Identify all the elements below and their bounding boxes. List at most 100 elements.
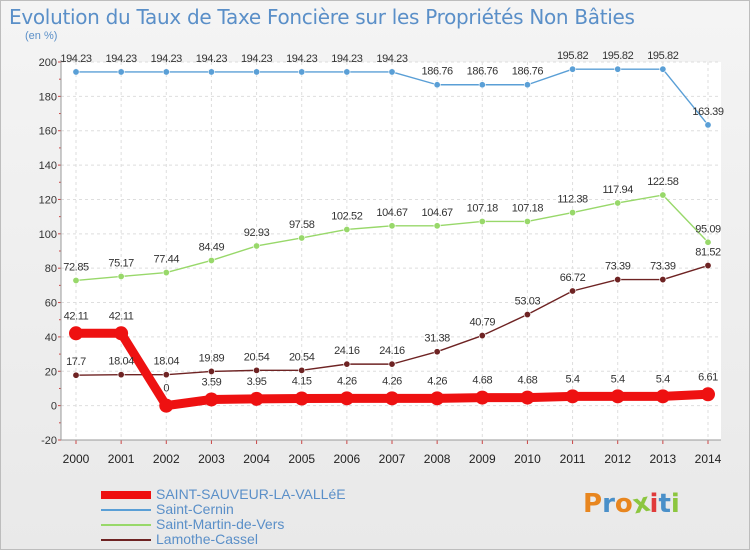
data-point bbox=[569, 287, 577, 295]
data-point bbox=[253, 242, 261, 250]
data-point bbox=[253, 68, 261, 76]
data-point bbox=[72, 276, 80, 284]
legend-label-lamothe-cassel: Lamothe-Cassel bbox=[156, 531, 258, 547]
data-point bbox=[614, 276, 622, 284]
legend-label-saint-sauveur: SAINT-SAUVEUR-LA-VALLéE bbox=[156, 486, 346, 502]
data-point bbox=[475, 390, 490, 405]
data-point bbox=[249, 391, 264, 406]
data-point bbox=[385, 391, 399, 406]
data-point bbox=[343, 360, 351, 368]
data-point bbox=[204, 392, 219, 407]
data-point bbox=[207, 367, 215, 375]
data-label: 31.38 bbox=[424, 333, 450, 345]
data-point bbox=[659, 276, 667, 284]
data-point bbox=[569, 65, 577, 73]
data-label: 5.4 bbox=[656, 373, 670, 385]
data-label: 92.93 bbox=[244, 227, 270, 239]
data-label: 163.39 bbox=[692, 106, 724, 118]
data-label: 186.76 bbox=[422, 66, 454, 78]
data-point bbox=[659, 191, 667, 199]
data-label: 53.03 bbox=[515, 296, 541, 308]
data-label: 194.23 bbox=[60, 53, 92, 65]
data-point bbox=[430, 391, 445, 406]
data-point bbox=[298, 234, 306, 242]
y-tick-label: 200 bbox=[39, 57, 57, 69]
data-point bbox=[478, 217, 486, 225]
x-tick-label: 2005 bbox=[288, 452, 315, 466]
data-point bbox=[207, 68, 215, 76]
y-tick-label: 60 bbox=[45, 298, 57, 310]
data-label: 4.26 bbox=[382, 375, 402, 387]
data-point bbox=[343, 68, 351, 76]
logo-letter: t bbox=[658, 489, 671, 519]
data-label: 77.44 bbox=[154, 254, 180, 266]
legend-item-lamothe-cassel: Lamothe-Cassel bbox=[101, 531, 401, 548]
data-point bbox=[610, 389, 625, 404]
grid bbox=[61, 61, 721, 441]
y-tick-label: 100 bbox=[39, 229, 57, 241]
data-label: 195.82 bbox=[602, 50, 634, 62]
data-label: 195.82 bbox=[557, 50, 589, 62]
data-label: 18.04 bbox=[108, 356, 134, 368]
y-tick-label: 140 bbox=[39, 160, 57, 172]
data-label: 194.23 bbox=[286, 53, 318, 65]
data-label: 104.67 bbox=[422, 207, 454, 219]
data-point bbox=[162, 371, 170, 379]
data-point bbox=[294, 391, 309, 406]
data-point bbox=[704, 238, 712, 246]
data-label: 194.23 bbox=[331, 53, 363, 65]
data-point bbox=[433, 222, 441, 230]
data-point bbox=[478, 332, 486, 340]
logo-letter: i bbox=[649, 489, 659, 519]
data-label: 20.54 bbox=[244, 351, 270, 363]
data-point bbox=[159, 398, 174, 413]
x-tick-label: 2003 bbox=[198, 452, 225, 466]
data-point bbox=[565, 389, 580, 404]
data-point bbox=[72, 68, 80, 76]
data-label: 4.26 bbox=[337, 375, 357, 387]
data-point bbox=[69, 326, 83, 341]
data-label: 72.85 bbox=[63, 261, 89, 273]
legend-swatch-saint-cernin bbox=[101, 509, 151, 511]
y-tick-label: 160 bbox=[39, 126, 57, 138]
x-tick-label: 2011 bbox=[560, 452, 586, 466]
axes: -20 0 20 40 60 80 100 120 140 160 180 200 2000 2001 20… bbox=[39, 57, 722, 466]
y-tick-label: -20 bbox=[41, 435, 57, 447]
data-label: 24.16 bbox=[334, 345, 360, 357]
data-label: 3.95 bbox=[247, 376, 267, 388]
x-tick-label: 2006 bbox=[334, 452, 361, 466]
data-label: 75.17 bbox=[108, 257, 134, 269]
data-point bbox=[614, 199, 622, 207]
logo-letter: i bbox=[670, 489, 680, 519]
data-label: 186.76 bbox=[512, 66, 544, 78]
data-label: 24.16 bbox=[379, 345, 405, 357]
unit-label: (en %) bbox=[25, 30, 58, 42]
y-tick-label: 20 bbox=[45, 366, 57, 378]
data-labels: 42.11 42.11 0 3.59 3.95 4.15 4.26 4.26 4.26 4.68 4… bbox=[60, 50, 724, 394]
legend-item-saint-martin: Saint-Martin-de-Vers bbox=[101, 516, 401, 533]
data-point bbox=[162, 269, 170, 277]
data-point bbox=[253, 366, 261, 374]
data-point bbox=[207, 256, 215, 264]
data-label: 186.76 bbox=[467, 66, 499, 78]
x-tick-label: 2009 bbox=[469, 452, 496, 466]
data-point bbox=[614, 65, 622, 73]
x-tick-label: 2007 bbox=[379, 452, 406, 466]
brand-logo: Proxiti bbox=[583, 488, 680, 521]
data-point bbox=[117, 371, 125, 379]
data-label: 194.23 bbox=[196, 53, 228, 65]
y-tick-label: 40 bbox=[45, 332, 57, 344]
data-label: 97.58 bbox=[289, 219, 315, 231]
legend-label-saint-martin: Saint-Martin-de-Vers bbox=[156, 516, 285, 532]
chart-title: Evolution du Taux de Taxe Foncière sur l… bbox=[9, 5, 635, 29]
data-point bbox=[433, 348, 441, 356]
data-label: 42.11 bbox=[109, 310, 134, 322]
x-tick-label: 2014 bbox=[695, 452, 722, 466]
data-label: 95.09 bbox=[695, 223, 721, 235]
data-label: 42.11 bbox=[64, 310, 89, 322]
data-label: 104.67 bbox=[376, 207, 408, 219]
data-point bbox=[523, 217, 531, 225]
data-point bbox=[114, 326, 129, 341]
data-point bbox=[388, 222, 396, 230]
legend-item-saint-cernin: Saint-Cernin bbox=[101, 501, 401, 518]
